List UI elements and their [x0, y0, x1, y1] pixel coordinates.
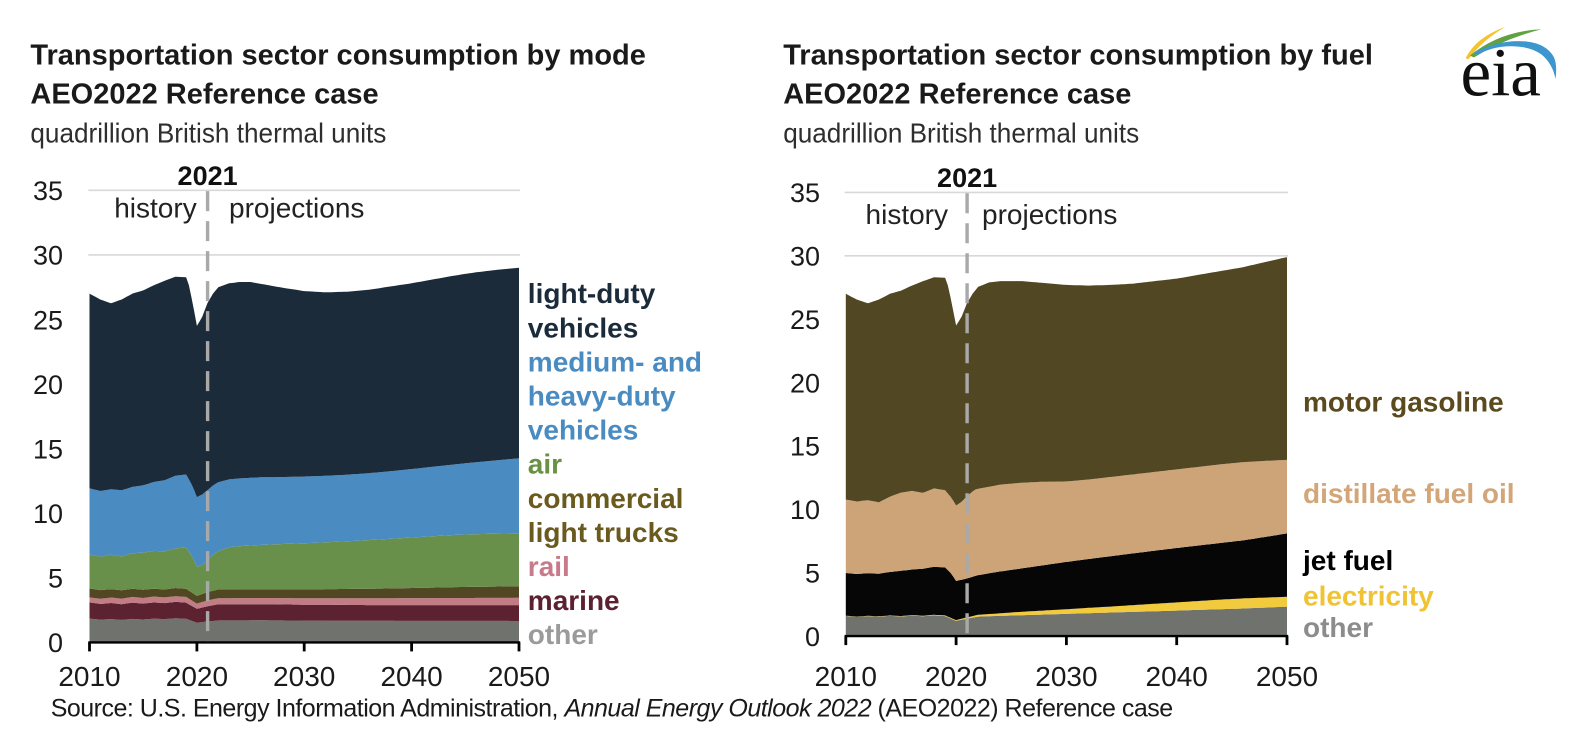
svg-text:AEO2022 Reference case: AEO2022 Reference case: [30, 78, 378, 110]
svg-text:2050: 2050: [488, 661, 550, 692]
svg-text:25: 25: [790, 305, 820, 335]
svg-text:2030: 2030: [1035, 661, 1097, 692]
svg-text:20: 20: [33, 370, 63, 400]
svg-text:2010: 2010: [815, 661, 877, 692]
svg-text:electricity: electricity: [1303, 580, 1434, 611]
svg-text:2021: 2021: [937, 163, 997, 193]
svg-text:projections: projections: [982, 199, 1117, 230]
svg-text:heavy-duty: heavy-duty: [528, 381, 676, 412]
svg-text:30: 30: [33, 241, 63, 271]
svg-text:2010: 2010: [58, 661, 120, 692]
svg-text:5: 5: [805, 559, 820, 589]
svg-text:0: 0: [48, 628, 63, 658]
svg-text:2040: 2040: [380, 661, 442, 692]
svg-text:AEO2022 Reference case: AEO2022 Reference case: [783, 78, 1131, 110]
svg-text:0: 0: [805, 622, 820, 652]
svg-text:marine: marine: [528, 585, 620, 616]
svg-text:history: history: [114, 193, 196, 224]
svg-text:quadrillion British thermal un: quadrillion British thermal units: [30, 118, 386, 149]
svg-text:distillate fuel oil: distillate fuel oil: [1303, 478, 1515, 509]
svg-text:15: 15: [790, 432, 820, 462]
svg-text:projections: projections: [229, 193, 364, 224]
svg-text:vehicles: vehicles: [528, 415, 639, 446]
svg-text:medium- and: medium- and: [528, 346, 702, 377]
svg-text:history: history: [866, 199, 948, 230]
svg-text:Transportation sector consumpt: Transportation sector consumption by fue…: [783, 39, 1373, 71]
svg-text:5: 5: [48, 564, 63, 594]
svg-text:20: 20: [790, 368, 820, 398]
svg-text:10: 10: [33, 499, 63, 529]
svg-text:light trucks: light trucks: [528, 517, 679, 548]
svg-text:25: 25: [33, 305, 63, 335]
svg-text:35: 35: [33, 176, 63, 206]
svg-text:30: 30: [790, 242, 820, 272]
svg-text:10: 10: [790, 495, 820, 525]
svg-text:35: 35: [790, 178, 820, 208]
svg-text:light-duty: light-duty: [528, 278, 656, 309]
svg-text:quadrillion British thermal un: quadrillion British thermal units: [783, 118, 1139, 149]
svg-text:other: other: [1303, 612, 1373, 643]
svg-text:rail: rail: [528, 551, 570, 582]
svg-text:2050: 2050: [1256, 661, 1318, 692]
svg-text:2020: 2020: [925, 661, 987, 692]
svg-text:eia: eia: [1461, 34, 1541, 110]
svg-text:2021: 2021: [178, 161, 238, 191]
svg-text:motor gasoline: motor gasoline: [1303, 387, 1504, 418]
svg-text:15: 15: [33, 434, 63, 464]
svg-text:vehicles: vehicles: [528, 312, 639, 343]
svg-text:other: other: [528, 619, 598, 650]
svg-text:2030: 2030: [273, 661, 335, 692]
svg-text:commercial: commercial: [528, 483, 684, 514]
svg-text:Transportation sector consumpt: Transportation sector consumption by mod…: [30, 39, 646, 71]
svg-text:Source: U.S. Energy Informatio: Source: U.S. Energy Information Administ…: [51, 695, 1173, 723]
svg-text:2040: 2040: [1146, 661, 1208, 692]
svg-text:air: air: [528, 449, 562, 480]
svg-text:jet fuel: jet fuel: [1302, 545, 1393, 576]
svg-text:2020: 2020: [166, 661, 228, 692]
